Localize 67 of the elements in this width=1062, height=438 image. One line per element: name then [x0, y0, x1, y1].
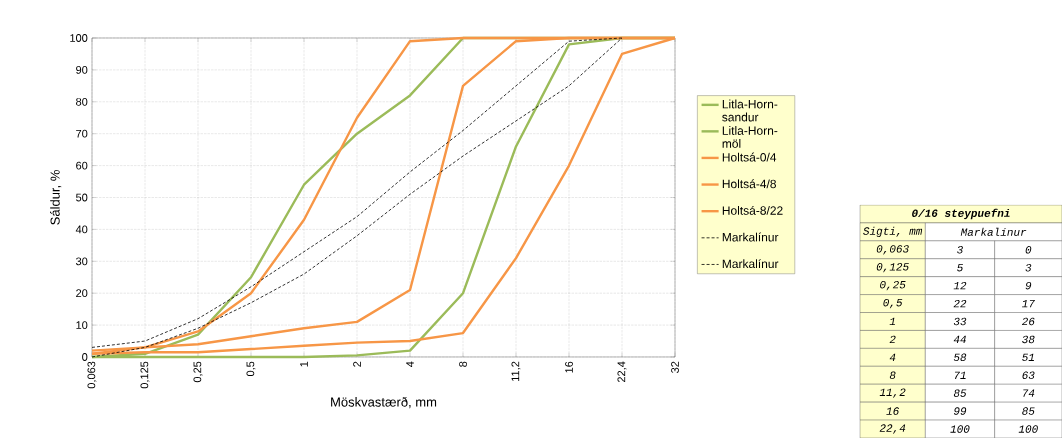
legend-label: Markalínur: [722, 259, 779, 269]
data-label: 5: [957, 264, 963, 272]
x-tick-label: 0,25: [193, 361, 203, 383]
category-label: 0,063: [876, 245, 909, 255]
x-tick-label: 22,4: [617, 361, 627, 383]
x-tick-label: 2: [353, 361, 361, 367]
data-label: 74: [1023, 389, 1035, 397]
data-label: 85: [953, 389, 967, 397]
x-tick-label: 0,125: [140, 361, 150, 389]
data-label: 3: [957, 246, 963, 254]
legend-label: Holtsá-8/22: [722, 205, 783, 215]
y-tick-label: 90: [76, 66, 88, 74]
x-tick-label: 0,063: [87, 361, 97, 389]
category-label: 11,2: [879, 388, 906, 398]
y-tick-label: 10: [76, 321, 88, 329]
x-tick-label: 16: [565, 361, 573, 373]
x-axis-title: Möskvastærð, mm: [331, 396, 437, 409]
data-label: 85: [1022, 407, 1035, 415]
data-label: 51: [1022, 353, 1034, 362]
category-label: 0,5: [883, 298, 903, 309]
data-label: 100: [950, 425, 970, 433]
data-label: 99: [954, 407, 967, 415]
x-tick-label: 8: [459, 361, 467, 367]
data-label: 44: [953, 335, 966, 344]
x-tick-label: 0,5: [246, 361, 256, 377]
legend-label: Holtsá-4/8: [722, 179, 776, 189]
text: Markalínur: [960, 227, 1027, 236]
data-label: 26: [1021, 317, 1035, 326]
data-label: 12: [953, 281, 967, 290]
y-tick-label: 100: [70, 34, 88, 42]
y-axis-title: Sáldur, %: [50, 170, 62, 225]
category-label: 0,25: [880, 280, 906, 291]
y-tick-label: 70: [76, 129, 88, 138]
data-label: 17: [1022, 299, 1035, 308]
y-tick-label: 80: [76, 97, 88, 106]
y-tick-label: 50: [76, 193, 88, 202]
category-label: 0,125: [876, 263, 909, 273]
data-label: 38: [1022, 335, 1035, 344]
category-label: 16: [886, 407, 899, 415]
legend-label: Litla-Horn-möl: [722, 126, 778, 148]
data-label: 22: [953, 299, 967, 308]
text: 0/16 steypuefni: [912, 208, 1010, 220]
data-label: 58: [953, 353, 967, 362]
data-label: 9: [1025, 281, 1032, 290]
y-tick-label: 20: [76, 289, 88, 298]
y-tick-label: 30: [76, 257, 88, 266]
data-label: 71: [954, 371, 966, 379]
legend-label: Holtsá-0/4: [722, 152, 777, 162]
x-tick-label: 4: [406, 361, 414, 368]
data-label: 33: [953, 317, 967, 326]
text: Sigti, mm: [863, 226, 923, 237]
data-label: 3: [1025, 263, 1032, 272]
category-label: 4: [889, 353, 896, 361]
y-tick-label: 60: [76, 161, 88, 170]
x-tick-label: 1: [300, 361, 308, 367]
legend-label: Markalínur: [722, 232, 779, 242]
category-label: 22,4: [879, 424, 906, 434]
category-label: 2: [889, 335, 896, 344]
y-tick-label: 0: [82, 353, 88, 361]
data-label: 100: [1018, 425, 1038, 433]
data-label: 63: [1022, 371, 1035, 379]
data-label: 0: [1025, 246, 1032, 254]
x-tick-label: 32: [671, 361, 679, 373]
category-label: 1: [889, 317, 895, 326]
x-tick-label: 11,2: [511, 361, 521, 381]
y-tick-label: 40: [75, 225, 88, 234]
legend-label: Litla-Horn-sandur: [722, 99, 778, 122]
